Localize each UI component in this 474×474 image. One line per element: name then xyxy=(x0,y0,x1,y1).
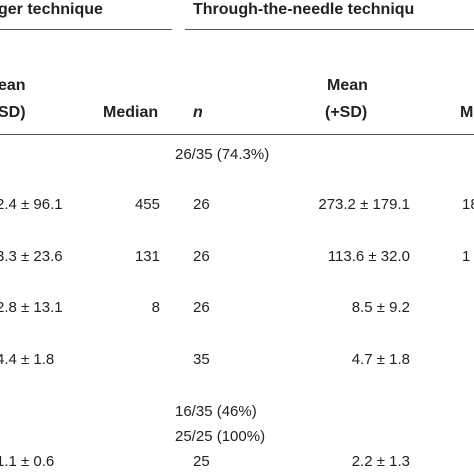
table-cell: 8 xyxy=(151,299,160,316)
table-cell: 8.5 ± 9.2 xyxy=(351,299,410,316)
group-header: ger technique xyxy=(0,1,103,18)
column-header: ean xyxy=(0,77,26,94)
table-cell: 131 xyxy=(134,248,160,265)
table-cell: 26/35 (74.3%) xyxy=(175,146,270,163)
rule xyxy=(0,29,172,30)
column-header: (+SD) xyxy=(325,104,368,121)
table-cell: 455 xyxy=(134,196,160,213)
table-cell: 2.4 ± 96.1 xyxy=(0,196,63,213)
table-cell: 26 xyxy=(193,196,210,213)
column-header: M xyxy=(460,104,474,121)
column-header: Median xyxy=(103,104,159,121)
table-cell: 25 xyxy=(193,453,210,470)
column-header: Mean xyxy=(327,77,368,94)
column-header: n xyxy=(193,104,203,121)
table-cell: 3.3 ± 23.6 xyxy=(0,248,63,265)
table-cell: 1.1 ± 0.6 xyxy=(0,453,55,470)
rule xyxy=(0,134,474,135)
table-cell: 273.2 ± 179.1 xyxy=(318,196,410,213)
table-cell: 4.4 ± 1.8 xyxy=(0,351,55,368)
column-header: SD) xyxy=(0,104,26,121)
rule xyxy=(185,29,474,30)
table-cell: 2.2 ± 1.3 xyxy=(351,453,410,470)
table-cell: 35 xyxy=(193,351,210,368)
table-cell: 2.8 ± 13.1 xyxy=(0,299,63,316)
table-cell: 18 xyxy=(462,196,474,213)
table-cell: 16/35 (46%) xyxy=(175,403,257,420)
group-header: Through-the-needle techniqu xyxy=(193,1,415,18)
table-cell: 26 xyxy=(193,248,210,265)
table-cell: 113.6 ± 32.0 xyxy=(327,248,410,265)
table-cell: 25/25 (100%) xyxy=(175,428,266,445)
table-cell: 26 xyxy=(193,299,210,316)
table-cell: 4.7 ± 1.8 xyxy=(351,351,410,368)
table-cell: 1 xyxy=(462,248,471,265)
